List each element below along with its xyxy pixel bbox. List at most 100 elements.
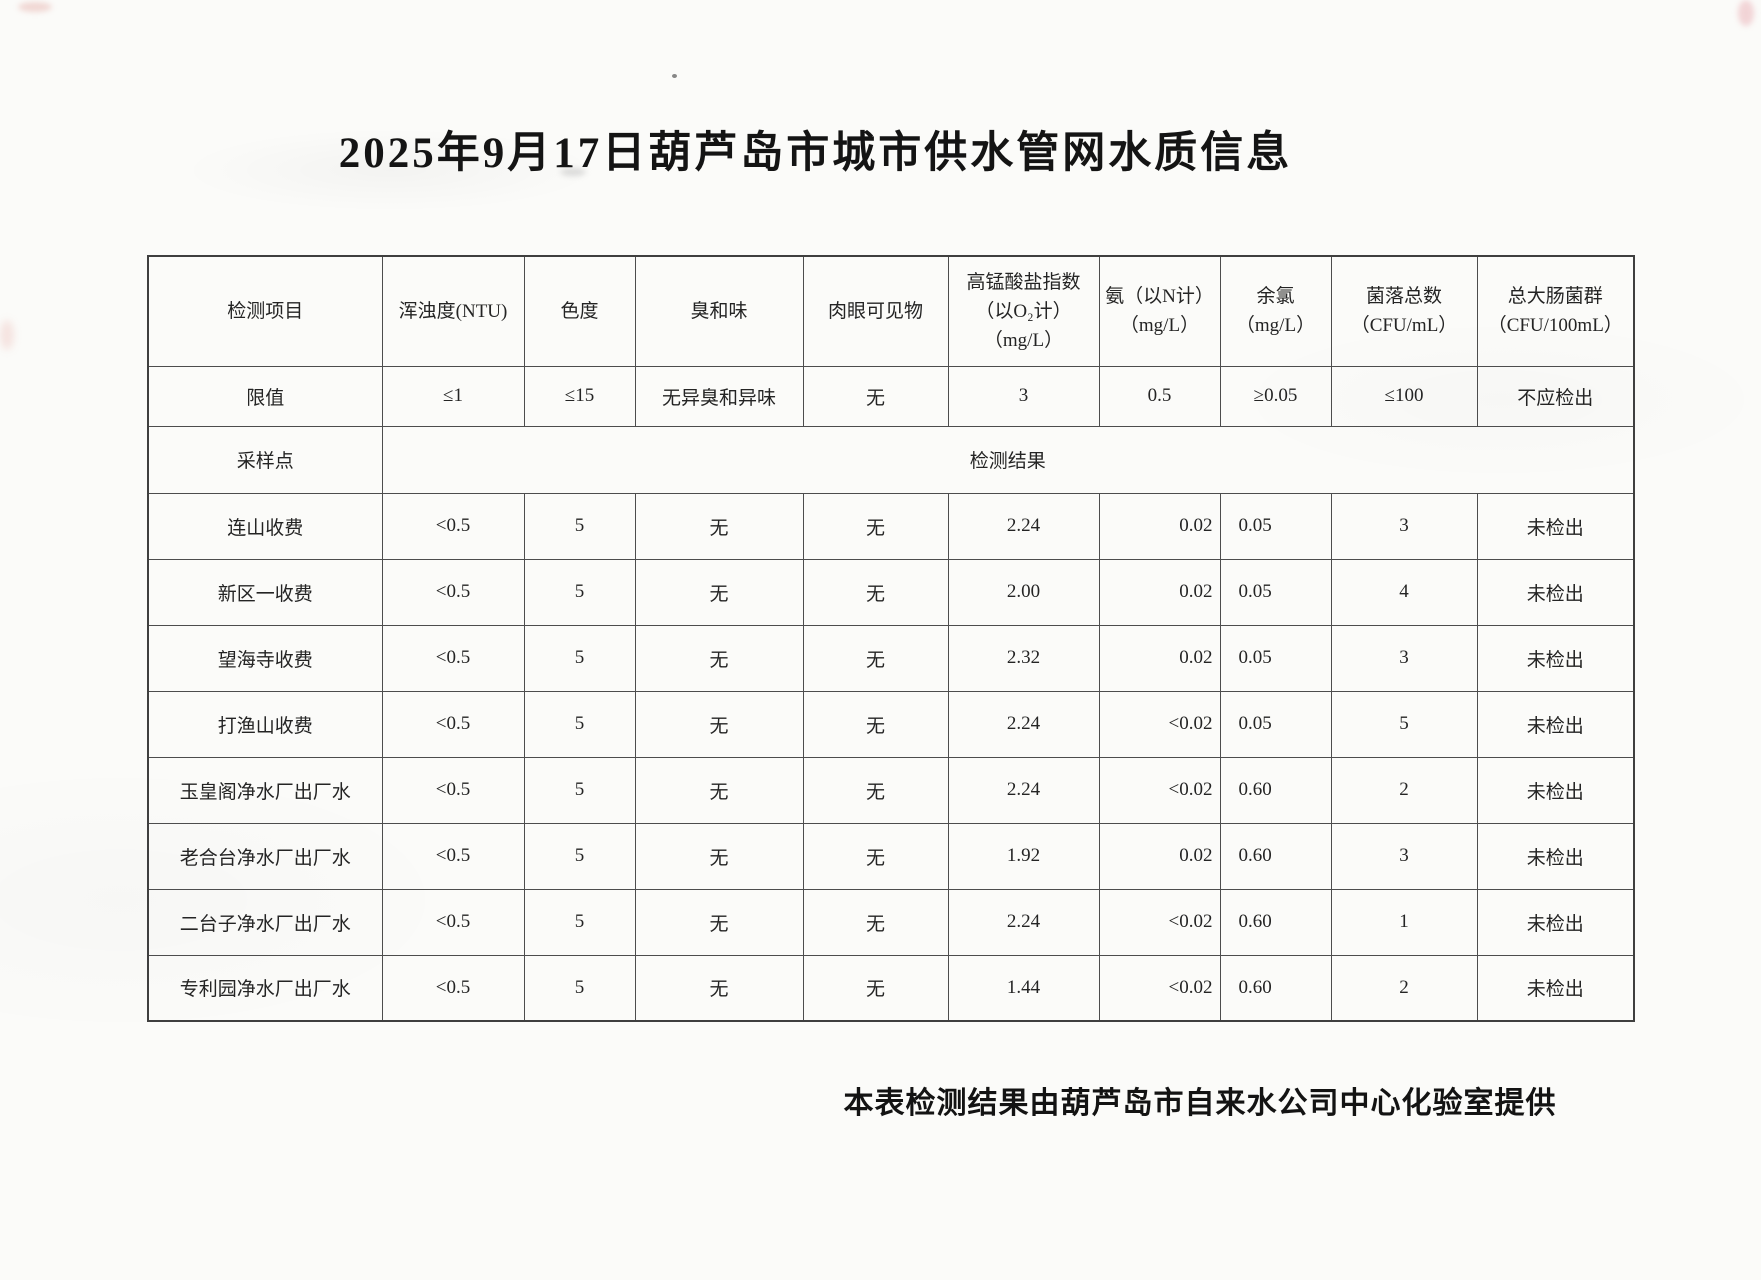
result-value: 未检出 [1476, 492, 1635, 560]
limit-value-5: 0.5 [1098, 365, 1221, 427]
limit-value-8: 不应检出 [1476, 365, 1635, 427]
result-value: 1.92 [947, 822, 1100, 890]
table-header-row: 检测项目 浑浊度(NTU) 色度 臭和味 肉眼可见物 高锰酸盐指数 （以O₂计） （mg/L）… [147, 255, 1635, 367]
result-value: 未检出 [1476, 954, 1635, 1022]
source-note: 本表检测结果由葫芦岛市自来水公司中心化验室提供 [843, 1087, 1557, 1120]
table-row: 二台子净水厂出厂水 <0.5 5 无无 2.24 <0.02 0.60 1 未检出 [147, 888, 1635, 956]
result-value: 未检出 [1476, 888, 1635, 956]
result-value: <0.5 [381, 756, 525, 824]
table-row: 老合台净水厂出厂水 <0.5 5 无无 1.92 0.02 0.60 3 未检出 [147, 822, 1635, 890]
result-value: 0.05 [1219, 558, 1332, 626]
result-value: 无 [802, 822, 949, 890]
result-value: <0.5 [381, 954, 525, 1022]
result-value: 未检出 [1476, 822, 1635, 890]
result-value: <0.5 [381, 492, 525, 560]
result-value: 5 [523, 954, 636, 1022]
result-value: 2.24 [947, 690, 1100, 758]
result-value: <0.02 [1098, 888, 1221, 956]
result-value: 0.60 [1219, 822, 1332, 890]
limit-value-4: 3 [947, 365, 1100, 427]
sampling-point-label: 采样点 [147, 425, 383, 494]
result-value: 0.05 [1219, 624, 1332, 692]
result-value: 5 [523, 888, 636, 956]
result-value: 无 [802, 624, 949, 692]
result-value: 0.02 [1098, 558, 1221, 626]
section-row: 采样点 检测结果 [147, 425, 1635, 494]
result-value: 0.02 [1098, 492, 1221, 560]
result-value: 无 [802, 756, 949, 824]
site-name: 二台子净水厂出厂水 [147, 888, 383, 956]
column-header-9: 总大肠菌群 （CFU/100mL） [1476, 255, 1635, 367]
result-value: 无 [802, 888, 949, 956]
column-header-7: 余氯 （mg/L） [1219, 255, 1332, 367]
result-value: <0.02 [1098, 954, 1221, 1022]
limit-row-label: 限值 [147, 365, 383, 427]
result-value: 2 [1330, 756, 1478, 824]
column-header-1: 浑浊度(NTU) [381, 255, 525, 367]
result-value: <0.5 [381, 558, 525, 626]
site-name: 新区一收费 [147, 558, 383, 626]
results-span-label: 检测结果 [381, 425, 1635, 494]
table-row: 望海寺收费 <0.5 5 无无 2.32 0.02 0.05 3 未检出 [147, 624, 1635, 692]
result-value: 0.60 [1219, 954, 1332, 1022]
result-value: 无 [802, 558, 949, 626]
result-value: 1 [1330, 888, 1478, 956]
site-name: 专利园净水厂出厂水 [147, 954, 383, 1022]
result-value: <0.5 [381, 822, 525, 890]
result-value: <0.5 [381, 690, 525, 758]
result-value: 未检出 [1476, 624, 1635, 692]
result-value: 5 [523, 822, 636, 890]
scan-artifact-smudge [0, 320, 14, 350]
result-value: 5 [523, 558, 636, 626]
result-value: 2.24 [947, 756, 1100, 824]
result-value: 2.24 [947, 492, 1100, 560]
site-name: 打渔山收费 [147, 690, 383, 758]
result-value: 5 [1330, 690, 1478, 758]
result-value: <0.5 [381, 888, 525, 956]
limit-row: 限值 ≤1 ≤15 无异臭和异味无 3 0.5 ≥0.05 ≤100 不应检出 [147, 365, 1635, 427]
scan-artifact-smudge [18, 2, 52, 12]
result-value: 3 [1330, 492, 1478, 560]
result-value: 5 [523, 690, 636, 758]
result-value: 无 [634, 492, 804, 560]
result-value: 2.00 [947, 558, 1100, 626]
column-header-3: 臭和味 [634, 255, 804, 367]
limit-value-1: ≤15 [523, 365, 636, 427]
result-value: 无 [634, 624, 804, 692]
result-value: 无 [802, 954, 949, 1022]
result-value: 4 [1330, 558, 1478, 626]
result-value: 0.02 [1098, 822, 1221, 890]
result-value: <0.5 [381, 624, 525, 692]
result-value: 0.05 [1219, 492, 1332, 560]
result-value: 2.24 [947, 888, 1100, 956]
result-value: 0.60 [1219, 888, 1332, 956]
scan-artifact-dot [672, 74, 677, 78]
column-header-5: 高锰酸盐指数 （以O₂计） （mg/L） [947, 255, 1100, 367]
column-header-8: 菌落总数 （CFU/mL） [1330, 255, 1478, 367]
result-value: 无 [634, 756, 804, 824]
table-row: 新区一收费 <0.5 5 无无 2.00 0.02 0.05 4 未检出 [147, 558, 1635, 626]
result-value: 无 [634, 888, 804, 956]
result-value: <0.02 [1098, 690, 1221, 758]
result-value: 5 [523, 756, 636, 824]
table-row: 连山收费 <0.5 5 无无 2.24 0.02 0.05 3 未检出 [147, 492, 1635, 560]
site-name: 玉皇阁净水厂出厂水 [147, 756, 383, 824]
site-name: 连山收费 [147, 492, 383, 560]
result-value: 无 [634, 690, 804, 758]
column-header-6: 氨（以N计） （mg/L） [1098, 255, 1221, 367]
result-value: 2 [1330, 954, 1478, 1022]
column-header-2: 色度 [523, 255, 636, 367]
limit-value-3: 无 [802, 365, 949, 427]
result-value: 0.05 [1219, 690, 1332, 758]
limit-value-2: 无异臭和异味 [634, 365, 804, 427]
limit-value-0: ≤1 [381, 365, 525, 427]
water-quality-table: 检测项目 浑浊度(NTU) 色度 臭和味 肉眼可见物 高锰酸盐指数 （以O₂计） （mg/L）… [147, 255, 1635, 1022]
page-title: 2025年9月17日葫芦岛市城市供水管网水质信息 [338, 130, 1293, 177]
site-name: 老合台净水厂出厂水 [147, 822, 383, 890]
result-value: 无 [634, 954, 804, 1022]
result-value: 0.02 [1098, 624, 1221, 692]
result-value: 3 [1330, 624, 1478, 692]
result-value: 5 [523, 624, 636, 692]
table-row: 专利园净水厂出厂水 <0.5 5 无无 1.44 <0.02 0.60 2 未检出 [147, 954, 1635, 1022]
result-value: 未检出 [1476, 690, 1635, 758]
